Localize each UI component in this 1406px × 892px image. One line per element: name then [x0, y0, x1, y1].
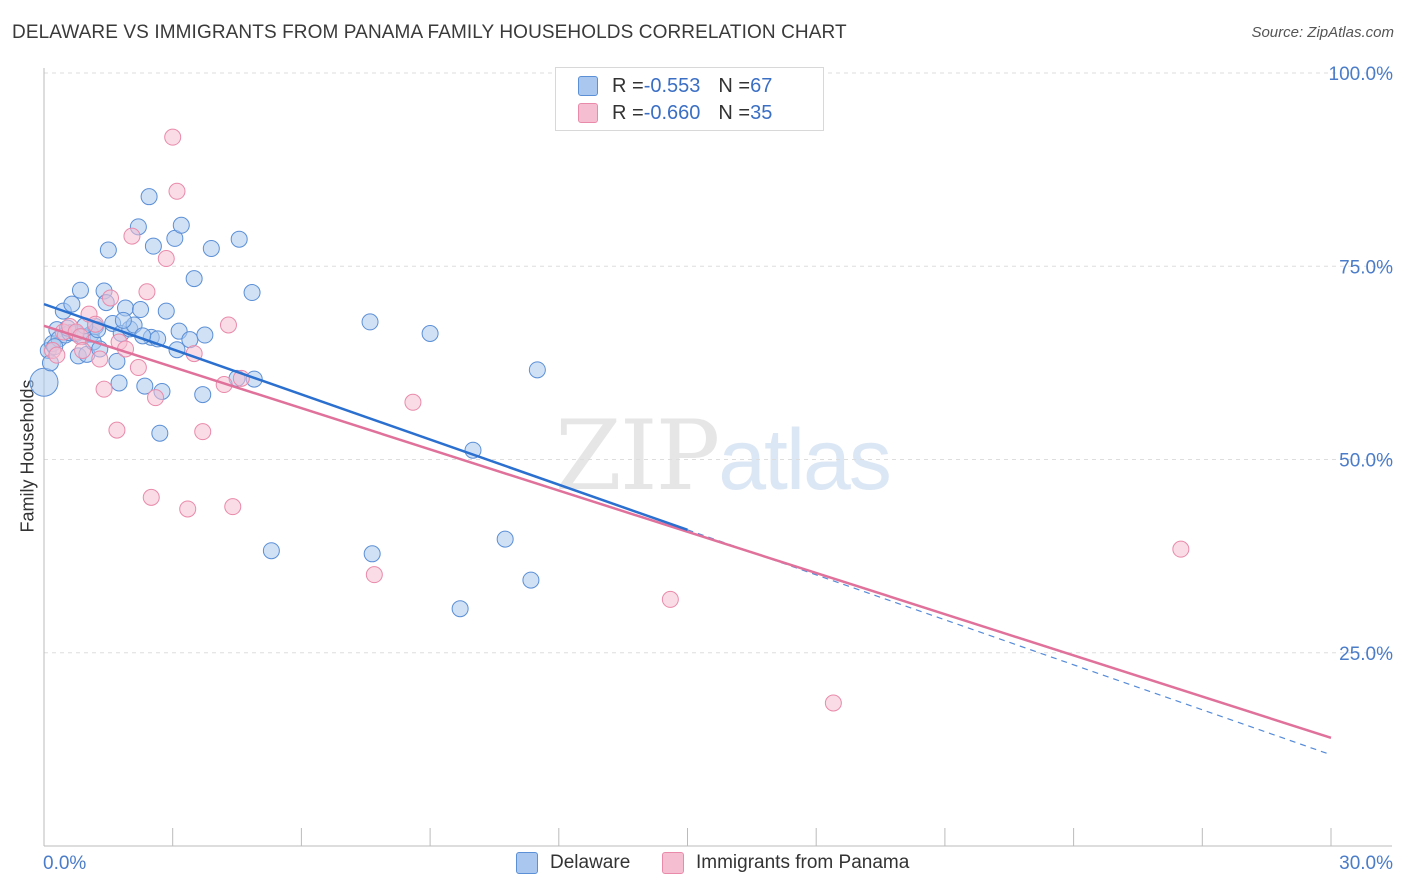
panama-point: [123, 227, 141, 245]
stats-legend: R = -0.553 N = 67 R = -0.660 N = 35: [555, 67, 824, 131]
delaware-point: [522, 571, 540, 589]
panama-point: [224, 498, 242, 516]
panama-point: [101, 289, 119, 307]
panama-point: [1172, 540, 1190, 558]
delaware-point: [29, 367, 59, 397]
bottom-legend-label: Delaware: [550, 852, 631, 873]
legend-n-value: 35: [750, 101, 773, 124]
delaware-point: [157, 302, 175, 320]
y-tick-label: 100.0%: [1329, 64, 1394, 85]
delaware-point: [108, 352, 126, 370]
delaware-point: [496, 530, 514, 548]
delaware-point: [114, 311, 132, 329]
panama-legend-swatch: [662, 852, 684, 874]
delaware-point: [136, 377, 154, 395]
legend-r-label: R =: [612, 101, 644, 124]
delaware-trend-line: [43, 302, 688, 532]
delaware-point: [361, 313, 379, 331]
panama-point: [365, 566, 383, 584]
legend-n-label: N =: [718, 101, 751, 124]
delaware-point: [140, 188, 158, 206]
chart-title: DELAWARE VS IMMIGRANTS FROM PANAMA FAMIL…: [12, 22, 847, 43]
panama-point: [404, 393, 422, 411]
source-label: Source: ZipAtlas.com: [1251, 24, 1394, 41]
bottom-legend: Delaware Immigrants from Panama: [0, 852, 1406, 878]
bottom-legend-label: Immigrants from Panama: [696, 852, 910, 873]
panama-point: [194, 423, 212, 441]
legend-n-label: N =: [718, 74, 751, 97]
y-tick-label: 25.0%: [1339, 644, 1393, 665]
panama-point: [91, 350, 109, 368]
panama-point: [164, 128, 182, 146]
legend-r-value: -0.660: [643, 101, 701, 124]
y-tick-label: 50.0%: [1339, 451, 1393, 472]
panama-point: [138, 283, 156, 301]
legend-n-value: 67: [750, 74, 773, 97]
legend-r-value: -0.553: [643, 74, 701, 97]
legend-row-panama: R = -0.660 N = 35: [578, 100, 772, 126]
delaware-point: [63, 295, 81, 313]
panama-point: [74, 342, 92, 360]
delaware-point: [230, 230, 248, 248]
delaware-point: [151, 424, 169, 442]
delaware-point: [363, 545, 381, 563]
delaware-point: [421, 325, 439, 343]
delaware-point: [110, 374, 128, 392]
x-tick-label: 0.0%: [43, 853, 86, 874]
panama-point: [108, 421, 126, 439]
legend-r-label: R =: [612, 74, 644, 97]
bottom-legend-panama: Immigrants from Panama: [662, 852, 909, 874]
delaware-swatch: [578, 76, 598, 96]
delaware-point: [172, 216, 190, 234]
delaware-point: [528, 361, 546, 379]
y-tick-label: 75.0%: [1339, 257, 1393, 278]
panama-point: [168, 182, 186, 200]
delaware-point: [202, 239, 220, 257]
delaware-point: [132, 301, 150, 319]
legend-row-delaware: R = -0.553 N = 67: [578, 73, 772, 99]
delaware-point: [144, 237, 162, 255]
delaware-point: [71, 281, 89, 299]
delaware-point: [243, 284, 261, 302]
panama-point: [48, 346, 66, 364]
delaware-point: [185, 270, 203, 288]
panama-point: [142, 488, 160, 506]
delaware-point: [99, 241, 117, 259]
panama-point: [95, 380, 113, 398]
panama-swatch: [578, 103, 598, 123]
panama-point: [661, 590, 679, 608]
bottom-legend-delaware: Delaware: [516, 852, 630, 874]
delaware-point: [451, 600, 469, 618]
panama-point: [147, 389, 165, 407]
panama-point: [824, 694, 842, 712]
delaware-legend-swatch: [516, 852, 538, 874]
delaware-point: [194, 386, 212, 404]
x-tick-label: 30.0%: [1339, 853, 1393, 874]
panama-point: [129, 359, 147, 377]
panama-point: [179, 500, 197, 518]
delaware-point: [262, 542, 280, 560]
panama-trend-line: [43, 324, 1332, 739]
delaware-point: [196, 326, 214, 344]
panama-point: [157, 250, 175, 268]
panama-point: [219, 316, 237, 334]
